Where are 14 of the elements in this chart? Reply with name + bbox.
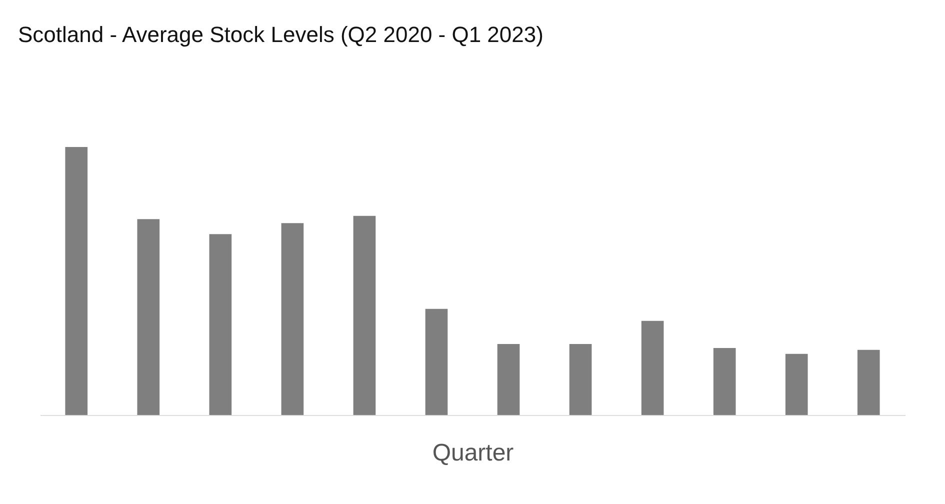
bar	[785, 354, 808, 415]
bar	[497, 344, 520, 415]
bar	[353, 216, 376, 415]
bar	[641, 320, 664, 415]
bar	[713, 348, 736, 415]
bar	[569, 344, 592, 415]
bar	[281, 223, 304, 415]
bar	[137, 219, 160, 415]
bar	[209, 234, 232, 415]
bar	[425, 308, 448, 415]
bar	[857, 350, 880, 415]
bar	[65, 147, 88, 415]
chart-title: Scotland - Average Stock Levels (Q2 2020 - Q1 2023)	[18, 22, 544, 47]
x-axis-title: Quarter	[432, 440, 514, 466]
